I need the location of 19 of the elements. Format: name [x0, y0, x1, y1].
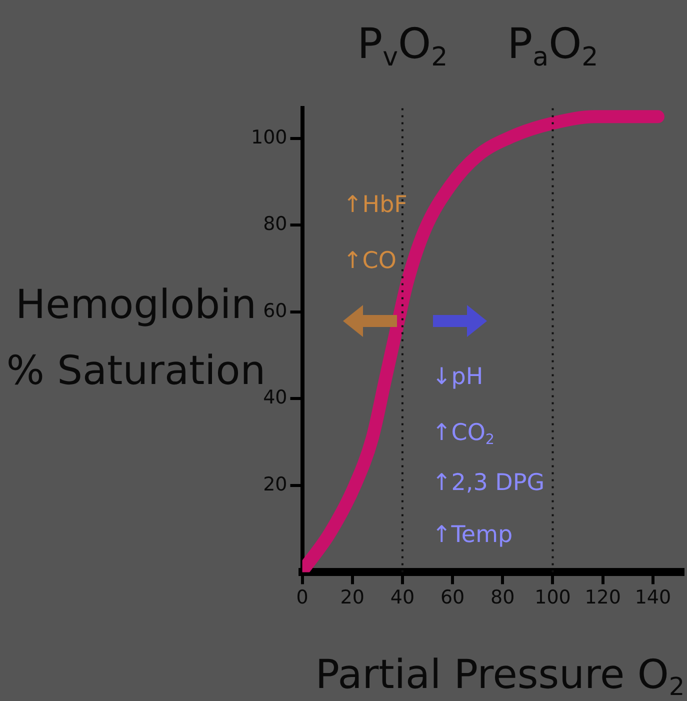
annotation: ↓pH [432, 364, 484, 390]
y-tick-label: 40 [263, 386, 288, 409]
x-tick-label: 100 [534, 586, 571, 609]
annotation: ↑2,3 DPG [432, 470, 545, 496]
y-tick-label: 100 [251, 126, 288, 148]
x-tick-label: 80 [490, 586, 515, 609]
x-tick-label: 20 [340, 586, 364, 609]
y-tick-label: 20 [263, 473, 288, 496]
y-tick-label: 60 [263, 300, 288, 322]
annotation: ↑HbF [343, 192, 408, 218]
y-axis-title: Hemoglobin % Saturation [6, 282, 266, 394]
x-tick-label: 120 [584, 586, 621, 609]
annotation: ↑CO [343, 248, 396, 274]
annotation: ↑Temp [432, 522, 513, 548]
x-tick-label: 140 [634, 586, 672, 609]
x-tick-label: 0 [296, 586, 308, 609]
x-tick-label: 60 [440, 586, 465, 609]
y-tick-label: 80 [263, 213, 288, 236]
x-tick-label: 40 [390, 586, 415, 609]
